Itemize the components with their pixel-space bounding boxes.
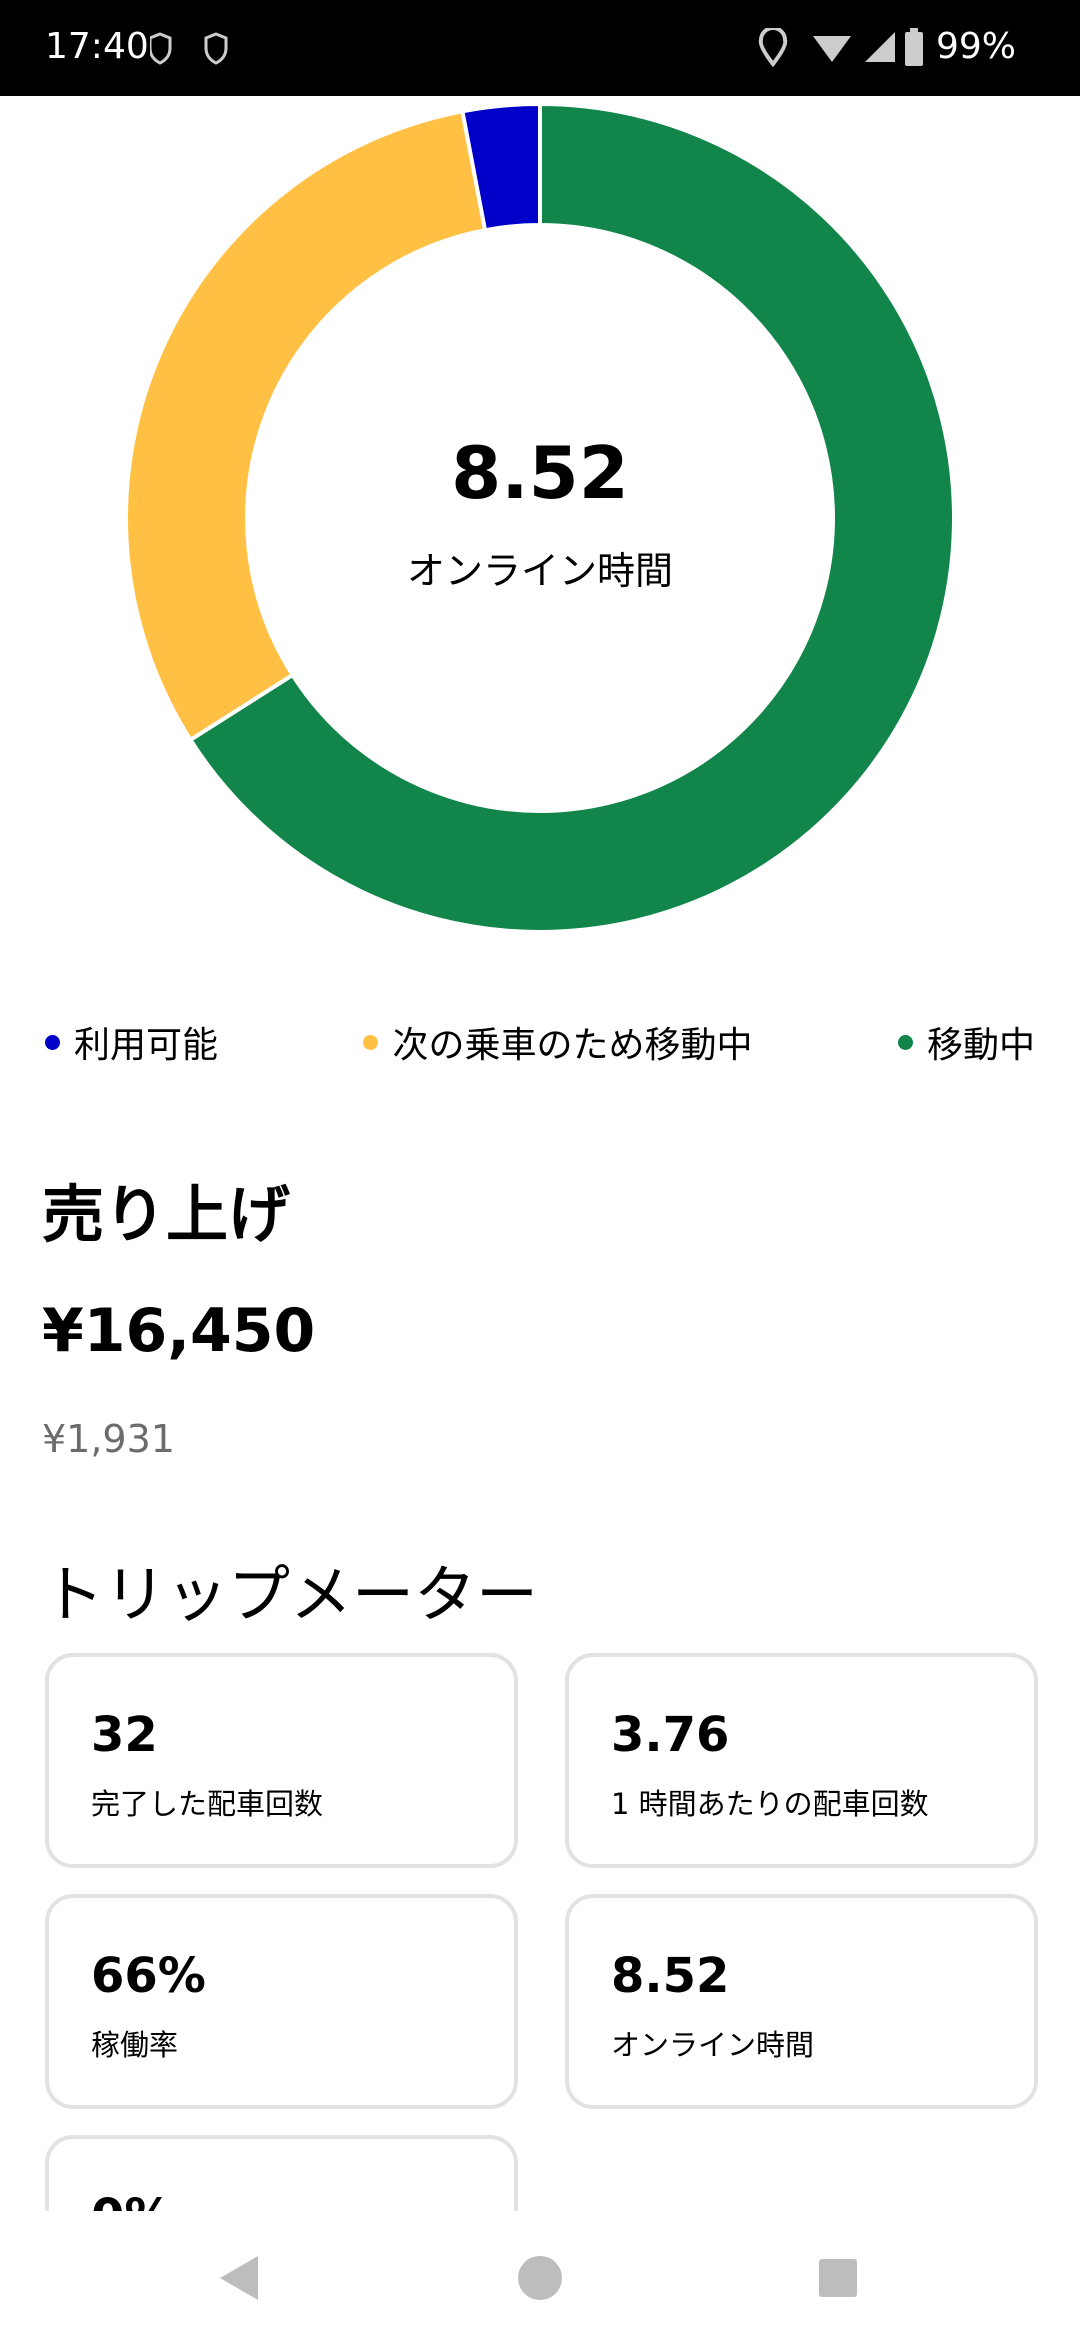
nav-bar	[220, 2256, 857, 2300]
legend-label: 移動中	[926, 1025, 1035, 1066]
sales-amount: ¥16,450	[42, 1296, 316, 1366]
legend-item: 次の乗車のため移動中	[363, 1016, 753, 1068]
legend-label: 利用可能	[74, 1025, 219, 1066]
stat-label: 1 時間あたりの配車回数	[611, 1787, 929, 1821]
stat-value: 66%	[91, 1948, 206, 2004]
legend-dot	[45, 1034, 60, 1050]
legend-item: 利用可能	[45, 1016, 218, 1068]
stat-card: 32 完了した配車回数	[45, 1653, 518, 1868]
sales-sub-amount: ¥1,931	[42, 1417, 175, 1461]
legend-item: 移動中	[897, 1016, 1035, 1068]
stat-card: 8.52 オンライン時間	[565, 1894, 1038, 2109]
status-icons-right	[758, 28, 895, 68]
sales-title: 売り上げ	[42, 1178, 291, 1251]
center-value: 8.52	[451, 431, 629, 515]
stat-value: 32	[91, 1707, 158, 1763]
legend-dot	[363, 1034, 379, 1050]
stat-value: 8.52	[611, 1948, 730, 2004]
stat-label: 完了した配車回数	[91, 1787, 324, 1821]
trip-meter-title: トリップメーター	[42, 1558, 539, 1631]
stat-card: 3.76 1 時間あたりの配車回数	[565, 1653, 1038, 1868]
stat-card: 0%	[45, 2135, 518, 2211]
legend-dot	[897, 1034, 913, 1050]
content: 8.52 オンライン時間 利用可能 次の乗車のため移動中 移動中 売り上げ ¥16,…	[0, 96, 1080, 2211]
stat-card: 66% 稼働率	[45, 1894, 518, 2109]
stat-label: 稼働率	[91, 2028, 179, 2062]
stat-value: 0%	[91, 2189, 514, 2211]
status-icons	[150, 32, 228, 65]
stat-value: 3.76	[611, 1707, 730, 1763]
battery-level: 99%	[936, 26, 1017, 67]
clock: 17:40	[45, 26, 149, 67]
status-bar: 17:40 99%	[0, 0, 1080, 96]
donut-segment	[187, 101, 956, 934]
center-label: オンライン時間	[407, 549, 673, 593]
recents-button[interactable]	[819, 2259, 857, 2297]
legend: 利用可能 次の乗車のため移動中 移動中	[45, 1016, 1035, 1068]
back-button[interactable]	[220, 2256, 258, 2300]
donut-segment	[460, 101, 542, 233]
stat-label: オンライン時間	[611, 2028, 815, 2062]
donut-segment	[124, 108, 488, 743]
home-button[interactable]	[518, 2256, 562, 2300]
cards: 32 完了した配車回数 3.76 1 時間あたりの配車回数 66% 稼働率 8.52 オンライ…	[45, 1653, 1039, 2211]
battery-icon	[905, 28, 923, 66]
donut-chart: 8.52 オンライン時間	[124, 101, 956, 934]
legend-label: 次の乗車のため移動中	[392, 1025, 753, 1066]
